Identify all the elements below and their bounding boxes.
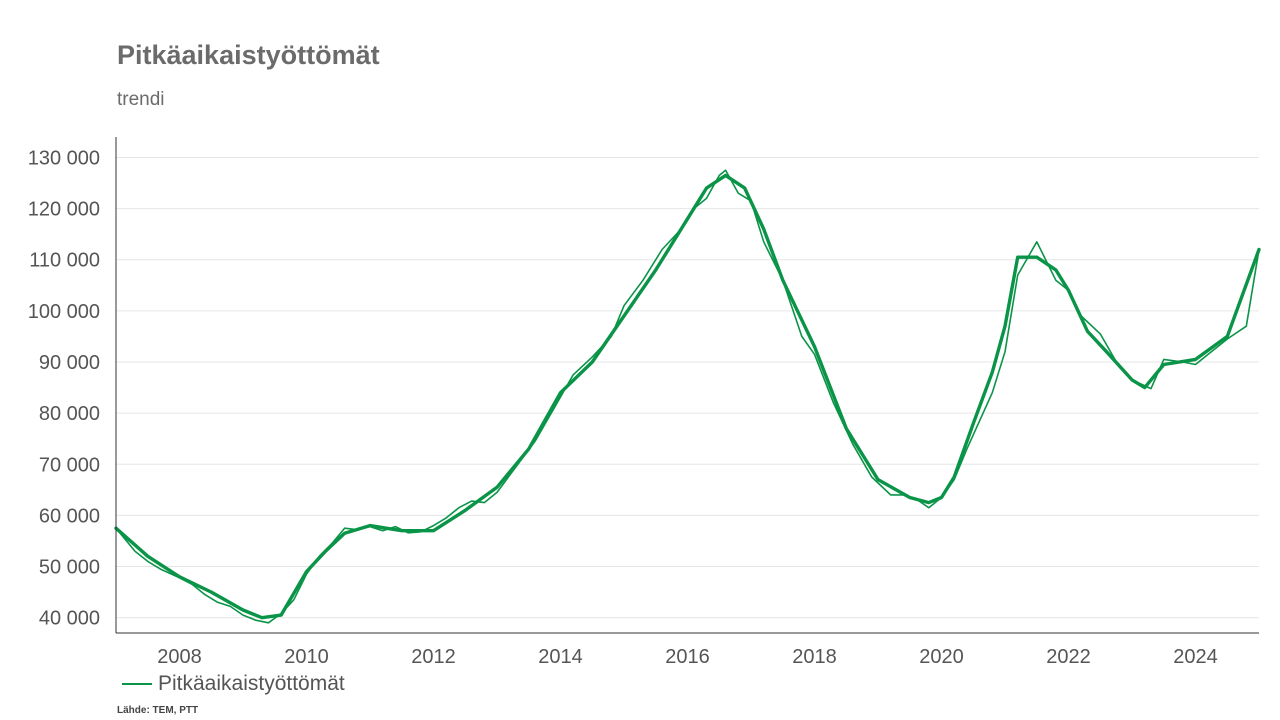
legend: Pitkäaikaistyöttömät [122, 672, 345, 696]
y-tick-label: 50 000 [39, 557, 100, 579]
x-tick-label: 2024 [1173, 646, 1218, 668]
gridlines [116, 156, 1259, 619]
chart-title: Pitkäaikaistyöttömät [117, 40, 380, 70]
series-lines [114, 169, 1261, 624]
y-tick-label: 80 000 [39, 403, 100, 425]
legend-swatch [122, 683, 152, 685]
y-tick-label: 40 000 [39, 608, 100, 630]
x-tick-label: 2018 [792, 646, 837, 668]
x-tick-label: 2010 [284, 646, 329, 668]
x-tick-label: 2012 [411, 646, 456, 668]
x-tick-label: 2014 [538, 646, 583, 668]
x-tick-label: 2022 [1046, 646, 1091, 668]
x-tick-label: 2008 [157, 646, 202, 668]
source-note: Lähde: TEM, PTT [117, 705, 199, 716]
x-tick-label: 2020 [919, 646, 964, 668]
trend-series-line [114, 173, 1261, 620]
chart-subtitle: trendi [117, 89, 165, 110]
raw-series-line [115, 169, 1260, 624]
y-tick-label: 90 000 [39, 352, 100, 374]
y-tick-label: 130 000 [28, 147, 100, 169]
y-tick-label: 120 000 [28, 199, 100, 221]
y-tick-label: 70 000 [39, 454, 100, 476]
y-axis-tick-labels: 40 000 50 000 60 000 70 000 80 000 90 000 100 … [28, 147, 100, 629]
y-tick-label: 110 000 [29, 250, 100, 272]
y-tick-label: 100 000 [28, 301, 100, 323]
x-tick-label: 2016 [665, 646, 710, 668]
legend-label: Pitkäaikaistyöttömät [158, 672, 345, 695]
y-tick-label: 60 000 [39, 505, 100, 527]
x-axis-tick-labels: 2008 2010 2012 2014 2016 2018 2020 2022 2024 [157, 646, 1218, 668]
